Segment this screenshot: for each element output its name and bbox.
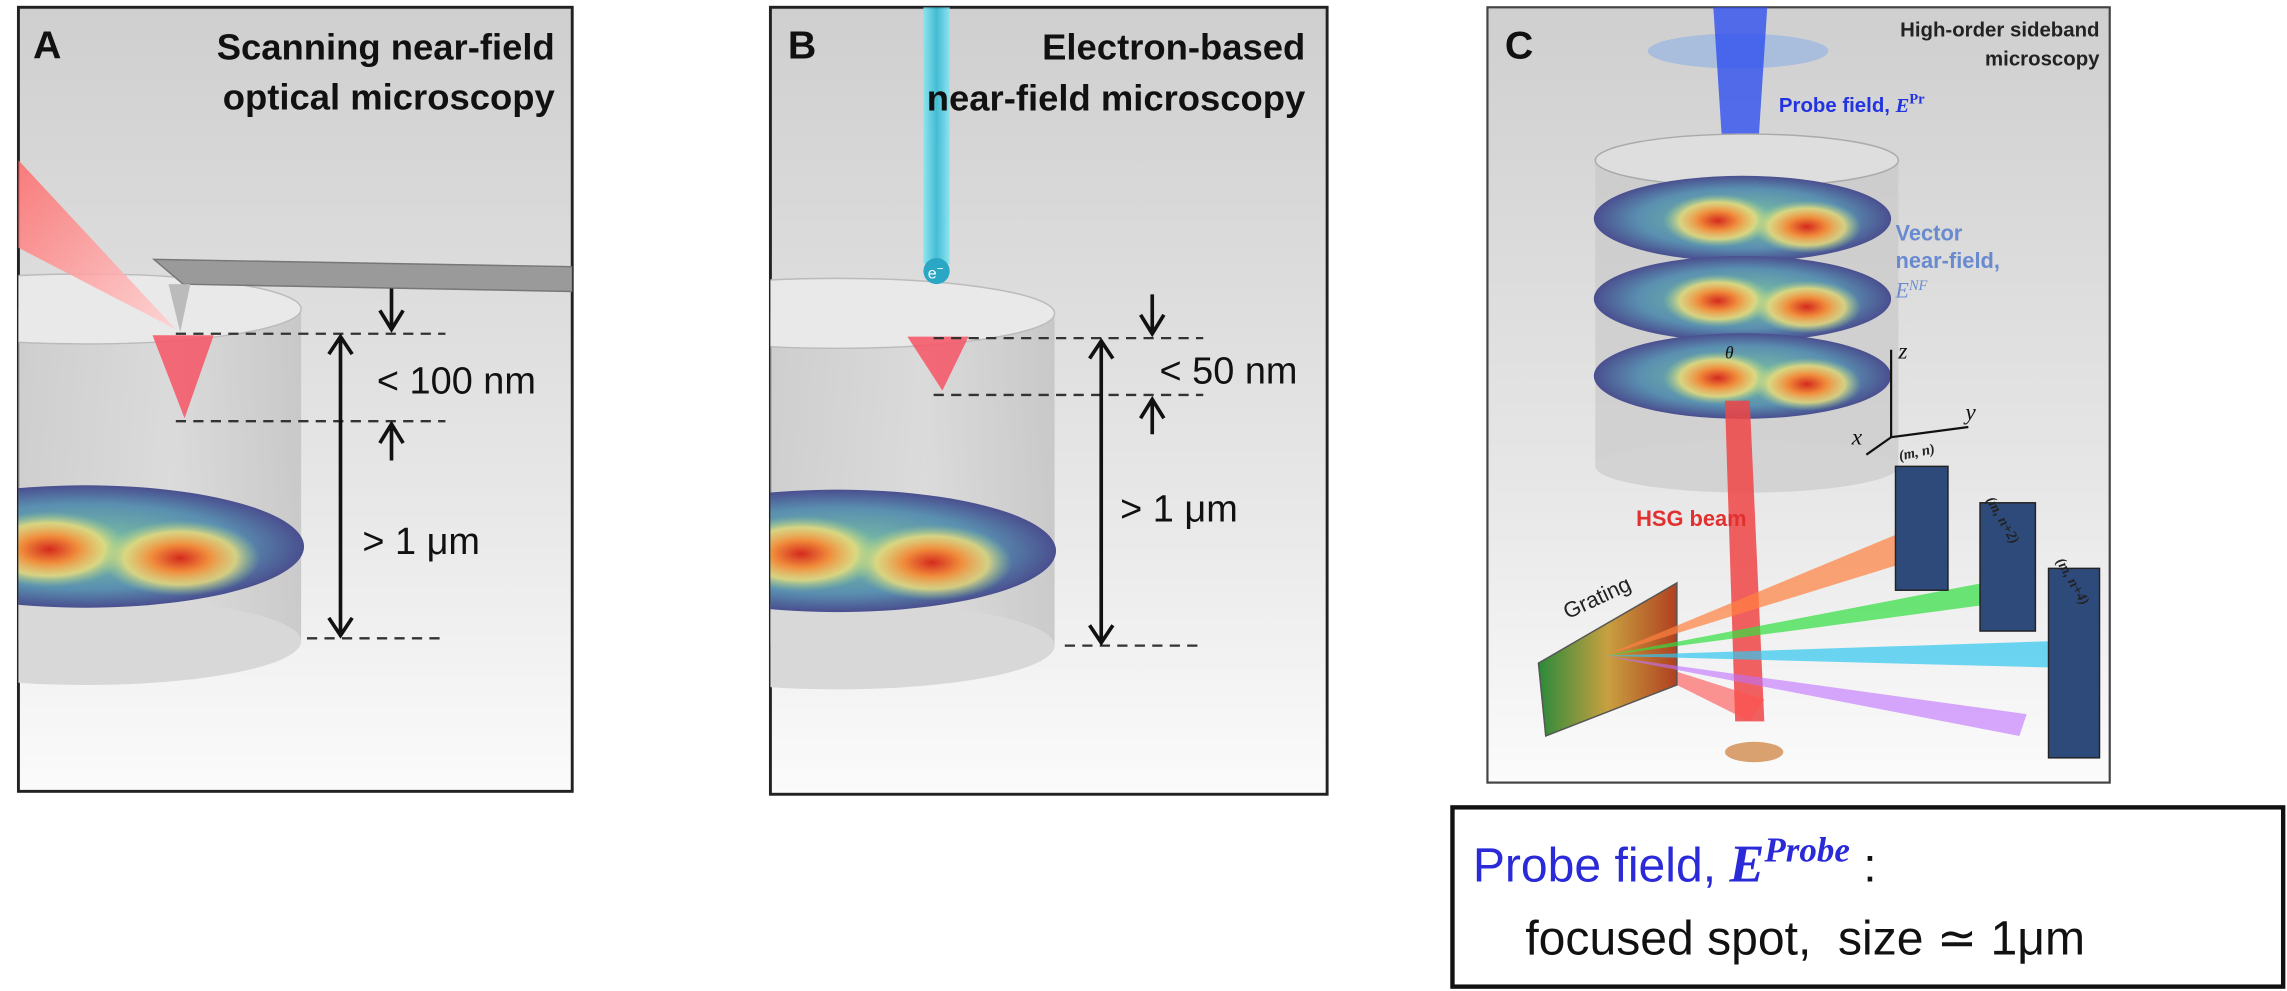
panel-title: optical microscopy	[223, 76, 556, 117]
panel-title: Scanning near-field	[217, 27, 555, 68]
note-box: Probe field, EProbe : focused spot, size…	[1452, 807, 2283, 986]
electron-beam	[923, 7, 949, 263]
panel-b: e− B Electron-based near-field microscop…	[619, 7, 1327, 794]
gap-label: < 50 nm	[1160, 350, 1298, 392]
panel-letter: B	[788, 23, 816, 67]
panel-title: microscopy	[1985, 49, 2100, 71]
panel-title: near-field microscopy	[927, 78, 1306, 119]
near-field-label: near-field,	[1895, 248, 1999, 273]
mirror	[1725, 742, 1783, 762]
panel-title: Electron-based	[1042, 27, 1305, 68]
near-field-map	[1594, 256, 1891, 342]
panel-c: C High-order sideband microscopy Probe f…	[1487, 7, 2109, 782]
panel-a: A Scanning near-field optical microscopy…	[0, 7, 572, 791]
probe-label: Probe field, EPr	[1779, 91, 1925, 117]
gap-label: < 100 nm	[377, 360, 536, 402]
depth-label: > 1 μm	[362, 521, 480, 563]
near-field-map	[619, 490, 1056, 612]
figure: A Scanning near-field optical microscopy…	[0, 0, 2287, 991]
note-line: focused spot, size ≃ 1μm	[1525, 912, 2085, 966]
panel-letter: C	[1505, 23, 1533, 67]
depth-label: > 1 μm	[1120, 489, 1238, 531]
angle-label: θ	[1725, 343, 1734, 363]
axis-label: y	[1963, 400, 1976, 426]
panel-letter: A	[33, 23, 61, 67]
axis-label: x	[1851, 424, 1863, 450]
panel-title: High-order sideband	[1900, 19, 2099, 41]
near-field-label: Vector	[1895, 220, 1962, 245]
spectrum-image	[1895, 466, 1947, 590]
hsg-label: HSG beam	[1636, 506, 1747, 531]
near-field-map	[1594, 176, 1891, 262]
axis-label: z	[1897, 339, 1907, 365]
